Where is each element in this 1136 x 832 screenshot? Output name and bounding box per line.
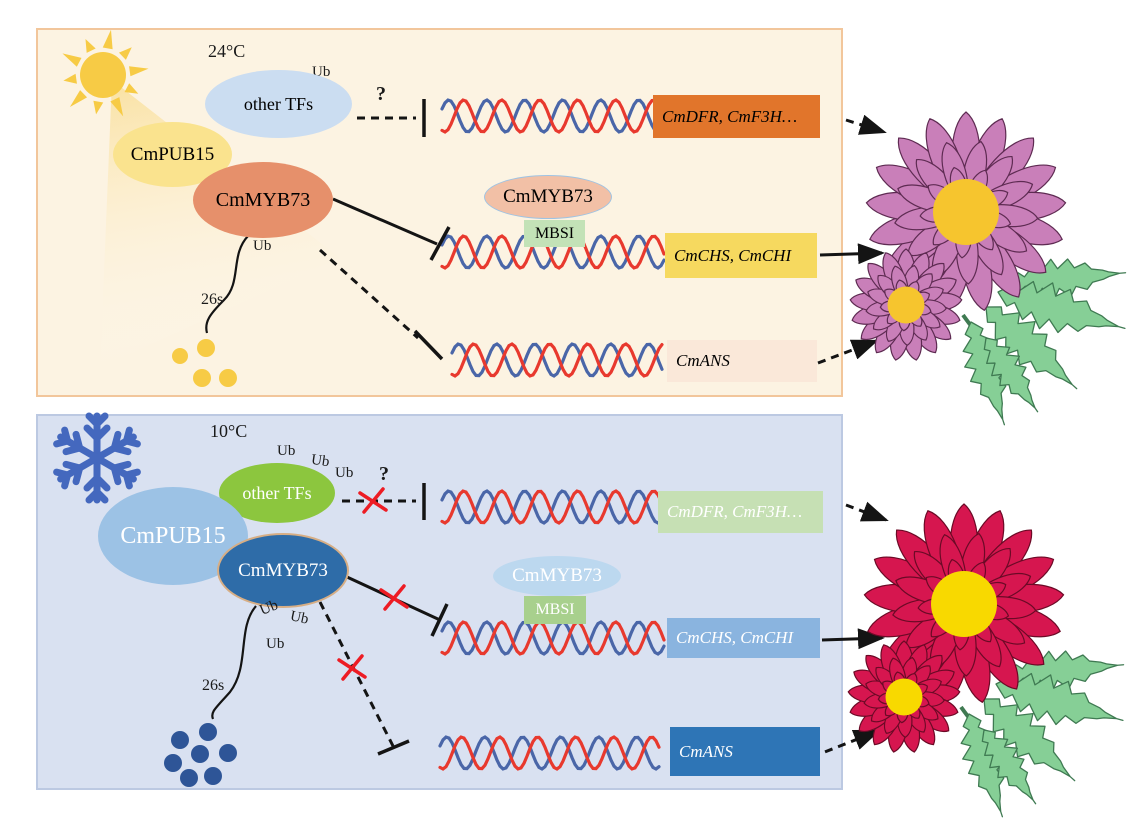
degradation-curve-warm: [205, 235, 249, 334]
ub-label: Ub: [253, 238, 272, 254]
temperature-label-warm: 24°C: [208, 41, 246, 61]
dna-helix-icon: [450, 342, 664, 378]
snowflake-icon: [53, 412, 141, 504]
sun-icon: [62, 29, 149, 117]
gene-box-dfr-warm: CmDFR, CmF3H…: [653, 95, 820, 138]
degraded-protein-dots-cold: [164, 723, 237, 787]
question-mark-warm: ?: [376, 83, 386, 105]
gene-box-chs-cold: CmCHS, CmCHI: [667, 618, 820, 658]
proteasome-26s-label-cold: 26s: [202, 677, 225, 694]
degradation-curve-cold: [211, 605, 257, 720]
cmmyb73-bound-ellipse-cold: CmMYB73: [493, 556, 621, 596]
red-x-icon: [358, 487, 388, 514]
ub-label: Ub: [277, 443, 296, 459]
dna-helix-icon: [440, 489, 663, 525]
red-x-icon: [379, 584, 409, 611]
mbsi-box-warm: MBSI: [524, 220, 585, 247]
gene-box-chs-warm: CmCHS, CmCHI: [665, 233, 817, 278]
dna-helix-icon: [440, 234, 666, 270]
ub-label: Ub: [266, 636, 285, 652]
ub-label: Ub: [335, 465, 354, 481]
question-mark-cold: ?: [379, 463, 389, 485]
chrysanthemum-red-icon: [847, 503, 1125, 818]
red-x-icon: [337, 654, 367, 681]
temperature-label-cold: 10°C: [210, 421, 248, 441]
dna-helix-icon: [438, 735, 661, 771]
chrysanthemum-magenta-icon: [849, 111, 1127, 426]
cmmyb73-ellipse-cold: CmMYB73: [217, 533, 349, 608]
gene-box-dfr-cold: CmDFR, CmF3H…: [658, 491, 823, 533]
gene-box-ans-cold: CmANS: [670, 727, 820, 776]
cmmyb73-bound-ellipse-warm: CmMYB73: [484, 175, 612, 219]
cmmyb73-ellipse-warm: CmMYB73: [193, 162, 333, 238]
dna-helix-icon: [440, 620, 666, 656]
other-tfs-ellipse-warm: other TFs: [205, 70, 352, 138]
proteasome-26s-label-warm: 26s: [201, 291, 224, 308]
dna-helix-icon: [440, 98, 663, 134]
gene-box-ans-warm: CmANS: [667, 340, 817, 382]
degraded-protein-dots-warm: [172, 339, 237, 387]
mbsi-box-cold: MBSI: [524, 596, 586, 624]
ub-label: Ub: [310, 451, 331, 471]
